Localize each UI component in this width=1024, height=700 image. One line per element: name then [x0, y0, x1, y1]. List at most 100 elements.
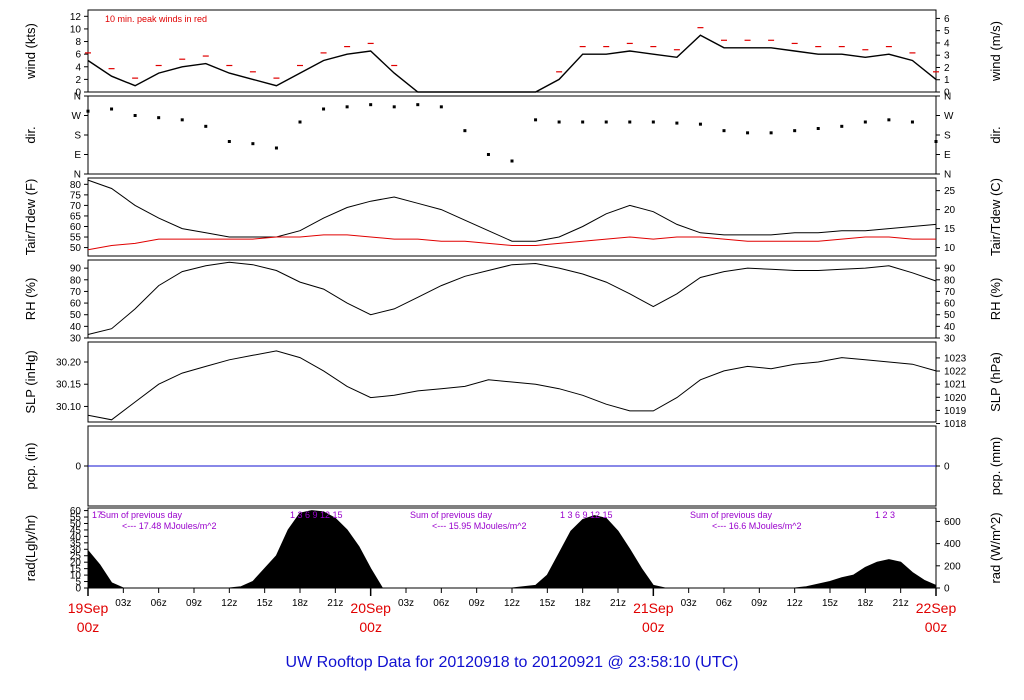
dir-point [698, 122, 702, 126]
right-tick-label: 5 [944, 26, 950, 37]
right-tick-label: 400 [944, 539, 961, 550]
right-tick-label: N [944, 92, 951, 103]
right-tick-label: S [944, 131, 951, 142]
right-axis-label: Tair/Tdew (C) [988, 178, 1003, 256]
dir-point [581, 120, 585, 124]
dir-point [180, 118, 184, 122]
hour-tick-label: 09z [469, 598, 485, 609]
right-tick-label: 600 [944, 517, 961, 528]
left-tick-label: 0 [75, 88, 81, 99]
left-tick-label: 60 [70, 222, 82, 233]
dir-point [651, 120, 655, 124]
left-tick-label: 45 [70, 525, 82, 536]
right-tick-label: 0 [944, 88, 950, 99]
right-tick-label: 0 [944, 462, 950, 473]
left-tick-label: 70 [70, 287, 82, 298]
hour-tick-label: 18z [292, 598, 308, 609]
hour-tick-label: 09z [186, 598, 202, 609]
hour-tick-label: 06z [716, 598, 732, 609]
series-line-0 [87, 179, 937, 242]
left-tick-label: N [74, 92, 81, 103]
rad-sum-value: <--- 15.95 MJoules/m^2 [432, 521, 527, 531]
day-label-hour: 00z [925, 619, 948, 635]
rad-sum-label: Sum of previous day [690, 510, 773, 520]
left-tick-label: 40 [70, 322, 82, 333]
left-tick-label: 30.15 [56, 380, 81, 391]
hour-tick-label: 03z [681, 598, 697, 609]
dir-point [934, 140, 938, 143]
rad-sum-value: <--- 16.6 MJoules/m^2 [712, 521, 802, 531]
dir-point [510, 159, 514, 163]
dir-point [322, 107, 326, 111]
rad-hours-label: 1 3 6 9 12 15 [290, 510, 343, 520]
dir-point [746, 131, 750, 135]
right-tick-label: 1020 [944, 393, 967, 404]
left-tick-label: S [74, 131, 81, 142]
left-tick-label: 40 [70, 532, 82, 543]
dir-point [133, 114, 137, 117]
right-tick-label: 2 [944, 63, 950, 74]
left-tick-label: 55 [70, 233, 82, 244]
left-tick-label: 75 [70, 190, 82, 201]
left-tick-label: 60 [70, 299, 82, 310]
left-tick-label: 90 [70, 264, 82, 275]
left-tick-label: 6 [75, 50, 81, 61]
left-tick-label: 70 [70, 201, 82, 212]
dir-point [463, 129, 467, 133]
hour-tick-label: 18z [857, 598, 873, 609]
right-tick-label: 0 [944, 584, 950, 595]
right-tick-label: 80 [944, 275, 956, 286]
dir-point [910, 120, 914, 124]
right-tick-label: 200 [944, 561, 961, 572]
left-tick-label: 12 [70, 12, 82, 23]
left-tick-label: 80 [70, 180, 82, 191]
dir-point [274, 146, 278, 150]
dir-point [439, 105, 443, 109]
dir-point [722, 129, 726, 133]
right-tick-label: 90 [944, 264, 956, 275]
right-axis-label: pcp. (mm) [988, 437, 1003, 496]
hour-tick-label: 21z [610, 598, 626, 609]
rad-hours-label: 1 2 3 [875, 510, 895, 520]
left-tick-label: 0 [75, 462, 81, 473]
right-axis-label: rad (W/m^2) [988, 512, 1003, 583]
right-tick-label: 3 [944, 51, 950, 62]
dir-point [863, 120, 867, 124]
series-line-0 [87, 34, 937, 93]
hour-tick-label: 12z [221, 598, 237, 609]
right-tick-label: 60 [944, 299, 956, 310]
hour-tick-label: 06z [151, 598, 167, 609]
rad-sum-label: Sum of previous day [100, 510, 183, 520]
left-tick-label: 50 [70, 519, 82, 530]
dir-point [227, 140, 231, 143]
right-tick-label: 4 [944, 38, 950, 49]
dir-point [887, 118, 891, 122]
dir-point [251, 142, 255, 146]
dir-point [486, 153, 490, 156]
left-tick-label: 4 [75, 62, 81, 73]
dir-point [157, 116, 161, 120]
right-axis-label: wind (m/s) [988, 21, 1003, 82]
right-tick-label: 20 [944, 205, 956, 216]
panel-frame [87, 259, 937, 339]
dir-point [369, 103, 373, 107]
dir-point [675, 121, 679, 125]
right-tick-label: 50 [944, 310, 956, 321]
left-tick-label: 30 [70, 545, 82, 556]
dir-point [204, 124, 208, 128]
day-label-hour: 00z [642, 619, 665, 635]
dir-point [628, 120, 632, 124]
left-axis-label: Tair/Tdew (F) [23, 179, 38, 256]
left-tick-label: 30 [70, 334, 82, 345]
right-tick-label: 10 [944, 243, 956, 254]
hour-tick-label: 03z [115, 598, 131, 609]
dir-point [840, 124, 844, 128]
dir-point [557, 120, 561, 124]
left-tick-label: 50 [70, 243, 82, 254]
right-tick-label: N [944, 170, 951, 181]
hour-tick-label: 15z [822, 598, 838, 609]
dir-point [534, 118, 538, 122]
dir-point [793, 129, 797, 133]
